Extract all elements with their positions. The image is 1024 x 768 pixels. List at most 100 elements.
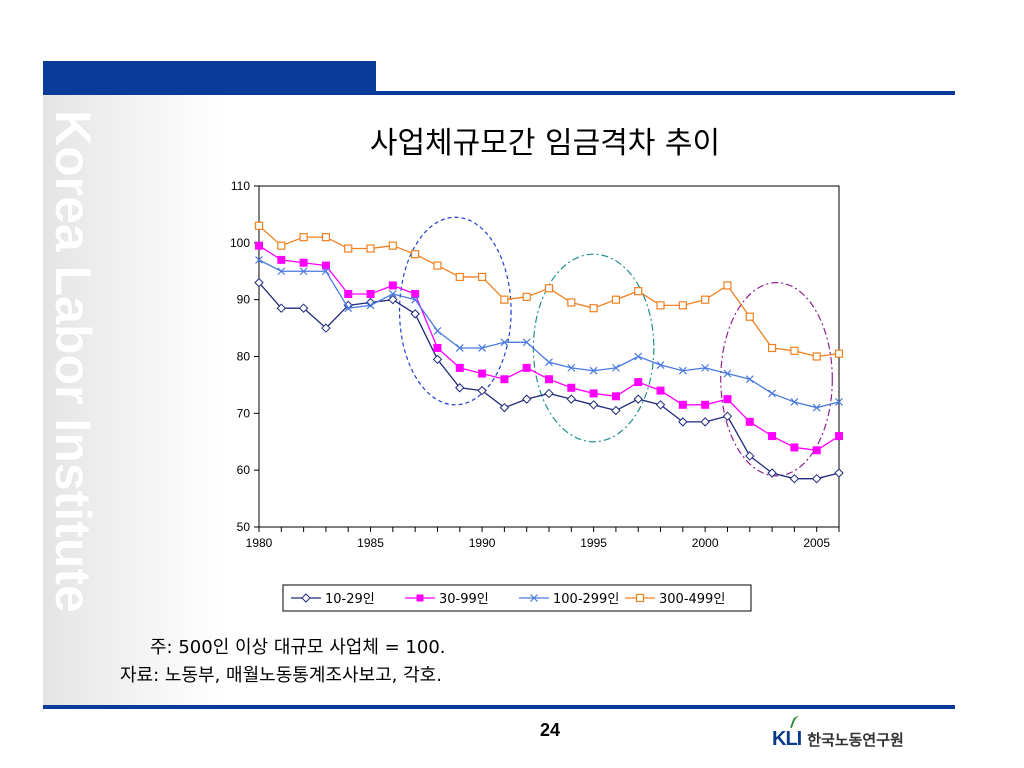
data-point-s4 [321, 233, 331, 242]
data-point-s1 [789, 473, 800, 484]
y-tick-label: 90 [237, 293, 251, 307]
data-point-s2 [567, 383, 576, 392]
data-point-s4 [834, 349, 844, 358]
data-point-s3 [255, 255, 263, 264]
footer-rule [43, 705, 955, 709]
x-tick-label: 1995 [580, 536, 607, 550]
data-point-s3 [656, 361, 665, 369]
data-point-s1 [321, 323, 331, 333]
data-point-s3 [611, 363, 620, 372]
legend-marker [301, 593, 311, 603]
legend-box [282, 584, 752, 612]
legend-marker [530, 594, 538, 602]
logo-mark: KLI [772, 727, 802, 750]
data-point-s3 [678, 366, 687, 375]
legend-label: 30-99인 [439, 592, 489, 607]
data-point-s3 [545, 358, 553, 367]
data-point-s3 [411, 295, 420, 304]
data-point-s3 [790, 398, 799, 406]
data-point-s2 [656, 386, 665, 395]
legend-marker [416, 594, 424, 602]
data-point-s3 [589, 366, 598, 375]
data-point-s3 [366, 301, 375, 310]
data-point-s4 [500, 295, 509, 304]
data-point-s2 [388, 281, 397, 290]
data-point-s2 [277, 255, 286, 264]
y-tick-label: 110 [231, 179, 250, 193]
data-point-s3 [299, 267, 308, 276]
data-point-s3 [478, 344, 487, 352]
header-rule [43, 91, 955, 95]
data-point-s1 [678, 417, 688, 427]
x-tick-label: 1990 [469, 536, 496, 550]
data-point-s1 [410, 309, 420, 319]
data-point-s3 [433, 327, 442, 335]
watermark-text: Korea Labor Institute [45, 110, 101, 613]
data-point-s2 [433, 343, 442, 352]
legend-label: 100-299인 [553, 592, 619, 607]
data-point-s2 [455, 363, 464, 372]
data-point-s4 [589, 304, 598, 313]
data-point-s2 [522, 363, 531, 372]
data-point-s2 [255, 241, 263, 250]
data-point-s2 [634, 378, 643, 387]
x-tick-label: 1980 [246, 536, 273, 550]
data-point-s1 [298, 303, 309, 313]
wage-gap-chart: 50 60 70 80 90 100 110 1980 1985 1990 1995 2000 2005… [230, 179, 844, 612]
kli-logo: KLI 한국노동연구원 [772, 724, 904, 754]
data-point-s1 [811, 473, 822, 484]
data-point-s3 [567, 363, 576, 372]
data-point-s4 [411, 250, 420, 259]
data-point-s4 [678, 301, 687, 310]
legend-label: 300-499인 [659, 592, 725, 607]
data-point-s3 [455, 344, 464, 352]
data-point-s4 [611, 295, 621, 304]
data-point-s4 [634, 287, 643, 296]
x-tick-label: 2000 [692, 536, 719, 550]
data-point-s4 [790, 346, 799, 355]
header-accent-bar [43, 61, 376, 93]
data-point-s2 [589, 389, 598, 398]
annotation-ellipse-1 [398, 216, 512, 406]
data-point-s1 [611, 405, 621, 416]
data-point-s1 [566, 394, 577, 404]
data-point-s2 [411, 289, 420, 298]
data-point-s1 [722, 411, 733, 421]
side-panel [43, 95, 223, 705]
data-point-s3 [522, 338, 531, 347]
data-point-s1 [388, 294, 398, 305]
data-point-s4 [567, 298, 576, 307]
data-point-s4 [477, 272, 487, 282]
data-point-s1 [834, 468, 844, 478]
data-point-s4 [812, 352, 821, 361]
logo-text: 한국노동연구원 [807, 730, 904, 749]
data-point-s3 [500, 338, 509, 347]
data-point-s2 [790, 443, 799, 452]
page-number: 24 [539, 720, 561, 740]
data-point-s3 [768, 389, 777, 398]
data-point-s2 [611, 392, 620, 401]
data-point-s2 [723, 395, 732, 404]
y-tick-label: 80 [237, 350, 251, 364]
data-point-s3 [634, 352, 643, 361]
data-point-s1 [700, 417, 710, 427]
data-point-s2 [812, 446, 821, 455]
data-point-s3 [321, 267, 330, 276]
y-tick-label: 60 [237, 463, 251, 477]
data-point-s2 [835, 432, 843, 441]
data-point-s1 [432, 354, 443, 365]
annotation-ellipse-3 [720, 282, 833, 477]
data-point-s1 [633, 394, 643, 404]
data-point-s4 [701, 295, 710, 304]
data-point-s1 [254, 277, 264, 288]
data-point-s3 [745, 375, 754, 384]
data-point-s4 [344, 244, 353, 253]
data-point-s2 [768, 432, 777, 441]
data-point-s2 [344, 289, 353, 298]
x-tick-label: 2005 [803, 536, 830, 550]
data-point-s1 [767, 468, 777, 478]
data-point-s2 [745, 417, 754, 426]
data-point-s2 [478, 369, 487, 378]
data-point-s1 [276, 303, 287, 313]
slide-title: 사업체규모간 임금격차 추이 [369, 126, 721, 161]
